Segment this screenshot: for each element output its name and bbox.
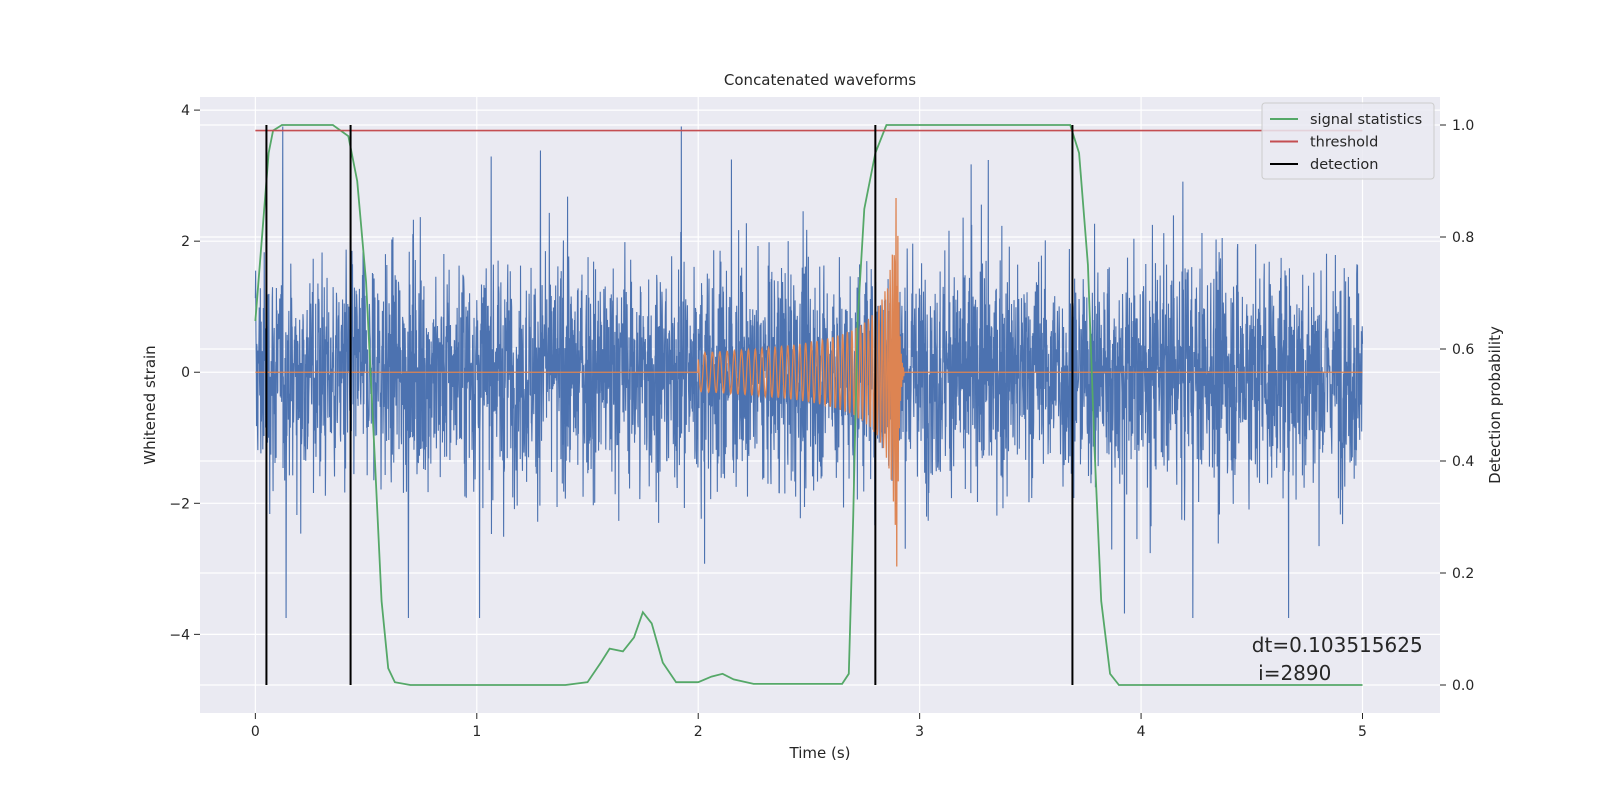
annotation-dt: dt=0.103515625 <box>1252 633 1423 657</box>
y-axis-left-ticks: −4 −2 0 2 4 <box>169 103 200 643</box>
x-tick-label: 4 <box>1137 724 1146 740</box>
y-axis-left-label: Whitened strain <box>141 345 159 464</box>
x-axis-label: Time (s) <box>789 744 851 762</box>
y-right-tick-label: 1.0 <box>1452 118 1474 134</box>
y-right-tick-label: 0.0 <box>1452 678 1474 694</box>
x-tick-label: 5 <box>1358 724 1367 740</box>
legend: signal statistics threshold detection <box>1261 102 1435 180</box>
y-left-tick-label: 4 <box>181 103 190 119</box>
series-chirp <box>255 197 1363 567</box>
series-layer <box>254 124 1364 686</box>
y-right-tick-label: 0.8 <box>1452 230 1474 246</box>
y-right-tick-label: 0.6 <box>1452 342 1474 358</box>
legend-label-threshold: threshold <box>1310 135 1378 151</box>
x-tick-label: 2 <box>694 724 703 740</box>
x-tick-label: 0 <box>251 724 260 740</box>
series-signal-statistics <box>254 124 1363 686</box>
chart-title: Concatenated waveforms <box>724 71 916 89</box>
y-axis-right-ticks: 0.0 0.2 0.4 0.6 0.8 1.0 <box>1440 118 1474 694</box>
y-left-tick-label: 2 <box>181 234 190 250</box>
legend-label-signal-statistics: signal statistics <box>1310 112 1422 128</box>
x-tick-label: 1 <box>472 724 481 740</box>
y-right-tick-label: 0.2 <box>1452 566 1474 582</box>
y-axis-right-label: Detection probability <box>1486 326 1504 484</box>
y-left-tick-label: −2 <box>169 496 190 512</box>
x-axis-ticks: 0 1 2 3 4 5 <box>251 713 1367 740</box>
annotation-index: i=2890 <box>1252 661 1332 685</box>
y-left-tick-label: 0 <box>181 365 190 381</box>
y-right-tick-label: 0.4 <box>1452 454 1474 470</box>
y-left-tick-label: −4 <box>169 627 190 643</box>
legend-box <box>1261 102 1435 180</box>
x-tick-label: 3 <box>915 724 924 740</box>
legend-label-detection: detection <box>1310 157 1378 173</box>
